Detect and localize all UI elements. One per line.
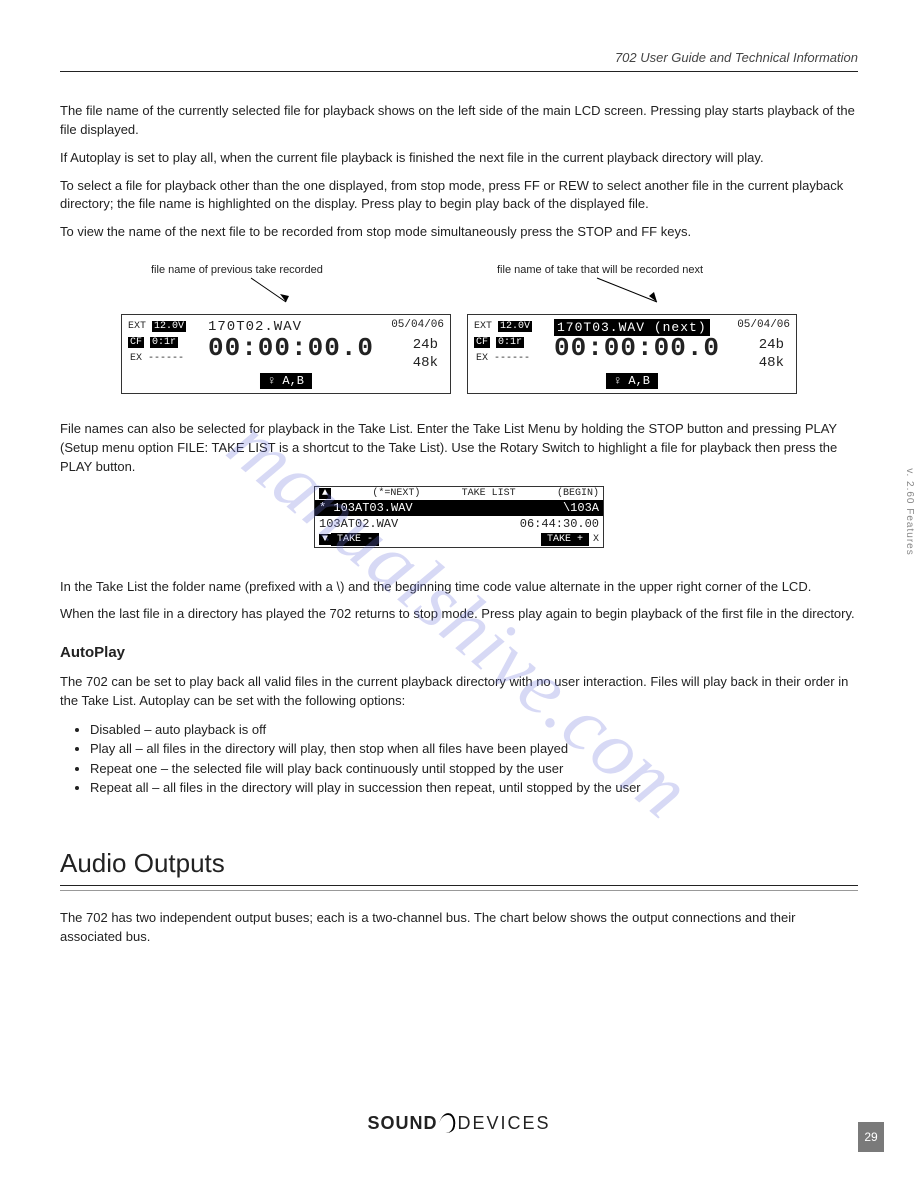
lcd-left-date: 05/04/06 (391, 319, 444, 331)
takelist-nor-tc: 06:44:30.00 (520, 517, 599, 531)
lcd-left-cf-label: CF (128, 337, 144, 348)
lcd-right-rate: 48k (759, 355, 784, 371)
section-intro: The 702 has two independent output buses… (60, 909, 858, 947)
version-label: v. 2.60 Features (905, 468, 916, 556)
pointer-right-arrow (467, 276, 797, 304)
lcd-left-hp: ♀ A,B (260, 373, 312, 389)
pointer-left: file name of previous take recorded (121, 264, 451, 304)
doc-title: 702 User Guide and Technical Information (615, 50, 858, 65)
intro-p3: To select a file for playback other than… (60, 177, 858, 215)
autoplay-item: Repeat one – the selected file will play… (90, 759, 858, 779)
takelist-sel-dir: \103A (563, 501, 599, 515)
lcd-left-time: 00:00:00.0 (208, 333, 374, 363)
lcd-right-ex-label: EX (476, 353, 488, 364)
up-arrow-icon: ▲ (319, 488, 331, 499)
lcd-right-ex-dash: ------ (494, 353, 530, 364)
lcd-left-ext-val: 12.0V (152, 321, 186, 332)
take-minus-button: TAKE - (331, 533, 379, 546)
intro-p2: If Autoplay is set to play all, when the… (60, 149, 858, 168)
intro-p1: The file name of the currently selected … (60, 102, 858, 140)
down-arrow-icon: ▼ (319, 534, 331, 545)
lcd-right-ext-label: EXT (474, 321, 492, 332)
takelist-row: 103AT02.WAV 06:44:30.00 (315, 516, 603, 532)
takelist-x: X (593, 534, 599, 545)
autoplay-item: Disabled – auto playback is off (90, 720, 858, 740)
lcd-left-cf-val: 0:1r (150, 337, 178, 348)
takelist-hdr-right: (BEGIN) (557, 488, 599, 499)
takelist-row-selected: * 103AT03.WAV \103A (315, 500, 603, 516)
lcd-left-ex-dash: ------ (148, 353, 184, 364)
lcd-left-cf: CF 0:1r (128, 337, 178, 348)
lcd-right: EXT 12.0V 170T03.WAV (next) 05/04/06 CF … (467, 314, 797, 394)
page-body: 702 User Guide and Technical Information… (0, 0, 918, 985)
swirl-icon (438, 1112, 457, 1134)
after-takelist-p2: When the last file in a directory has pl… (60, 605, 858, 624)
after-lcd-p1: File names can also be selected for play… (60, 420, 858, 477)
lcd-right-ex: EX ------ (476, 353, 530, 364)
autoplay-list: Disabled – auto playback is off Play all… (90, 720, 858, 798)
lcd-right-time: 00:00:00.0 (554, 333, 720, 363)
footer-logo: SOUND DEVICES (367, 1113, 550, 1134)
take-plus-button: TAKE + (541, 533, 589, 546)
takelist-hdr-left: (*=NEXT) (372, 488, 420, 499)
lcd-right-cf: CF 0:1r (474, 337, 524, 348)
lcd-right-date: 05/04/06 (737, 319, 790, 331)
lcd-right-cf-val: 0:1r (496, 337, 524, 348)
lcd-right-cf-label: CF (474, 337, 490, 348)
lcd-left: EXT 12.0V 170T02.WAV 05/04/06 CF 0:1r 00… (121, 314, 451, 394)
pointer-right-label: file name of take that will be recorded … (467, 264, 797, 276)
brand-thin: DEVICES (457, 1113, 550, 1133)
brand-bold: SOUND (367, 1113, 437, 1133)
takelist-header: ▲ (*=NEXT) TAKE LIST (BEGIN) (315, 487, 603, 500)
takelist-sel-file: * 103AT03.WAV (319, 501, 413, 515)
lcd-row: EXT 12.0V 170T02.WAV 05/04/06 CF 0:1r 00… (60, 314, 858, 394)
lcd-left-ex-label: EX (130, 353, 142, 364)
takelist-lcd: ▲ (*=NEXT) TAKE LIST (BEGIN) * 103AT03.W… (314, 486, 604, 548)
lcd-right-ext: EXT 12.0V (474, 321, 532, 332)
section-rule (60, 890, 858, 891)
takelist-nor-file: 103AT02.WAV (319, 517, 398, 531)
autoplay-intro: The 702 can be set to play back all vali… (60, 673, 858, 711)
autoplay-item: Play all – all files in the directory wi… (90, 739, 858, 759)
lcd-left-ext-label: EXT (128, 321, 146, 332)
lcd-right-bits: 24b (759, 337, 784, 353)
intro-p4: To view the name of the next file to be … (60, 223, 858, 242)
takelist-hdr-mid: TAKE LIST (462, 488, 516, 499)
page-number: 29 (858, 1122, 884, 1152)
pointer-left-arrow (121, 276, 451, 304)
lcd-left-rate: 48k (413, 355, 438, 371)
lcd-right-ext-val: 12.0V (498, 321, 532, 332)
pointer-right: file name of take that will be recorded … (467, 264, 797, 304)
lcd-left-bits: 24b (413, 337, 438, 353)
pointer-row: file name of previous take recorded file… (60, 264, 858, 304)
pointer-left-label: file name of previous take recorded (121, 264, 451, 276)
lcd-left-ex: EX ------ (130, 353, 184, 364)
autoplay-heading: AutoPlay (60, 642, 858, 664)
lcd-right-hp: ♀ A,B (606, 373, 658, 389)
after-takelist-p1: In the Take List the folder name (prefix… (60, 578, 858, 597)
autoplay-item: Repeat all – all files in the directory … (90, 778, 858, 798)
takelist-footer: ▼ TAKE - TAKE + X (315, 532, 603, 547)
lcd-left-ext: EXT 12.0V (128, 321, 186, 332)
header-bar: 702 User Guide and Technical Information (60, 50, 858, 72)
section-heading: Audio Outputs (60, 848, 858, 886)
